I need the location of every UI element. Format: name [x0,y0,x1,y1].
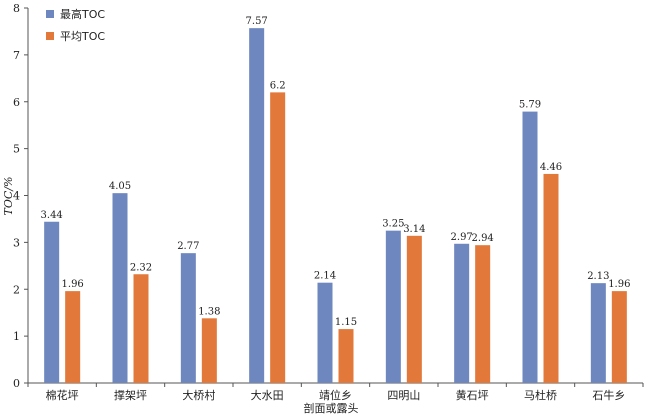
y-tick-label: 4 [13,190,20,203]
bar-max-toc [112,193,128,383]
legend-label: 平均TOC [60,30,105,43]
data-label: 1.38 [198,306,220,317]
bars [44,28,627,383]
data-label: 7.57 [246,16,268,27]
x-tick-label: 黄石坪 [456,388,489,402]
bar-avg-toc [270,92,286,383]
bar-avg-toc [543,173,559,383]
x-axis: 棉花坪 撑架坪 大桥村 大水田 靖位乡 四明山 黄石坪 马杜桥 石牛乡 [27,382,644,402]
data-label: 2.94 [472,233,494,244]
data-label: 2.97 [451,232,473,243]
x-tick-label: 石牛乡 [592,388,625,402]
x-tick-label: 四明山 [387,389,420,402]
x-tick-label: 大水田 [251,388,284,402]
legend: 最高TOC 平均TOC [46,7,105,43]
bar-max-toc [249,28,265,383]
data-label: 6.2 [270,80,286,91]
data-label: 2.14 [314,271,336,282]
data-label: 3.25 [382,219,404,230]
y-tick-label: 8 [13,2,20,15]
x-tick-label: 马杜桥 [524,388,557,402]
data-label: 2.32 [130,262,152,273]
bar-max-toc [317,282,333,383]
x-tick-label: 靖位乡 [319,388,352,402]
data-label: 4.46 [540,162,562,173]
legend-swatch [46,10,54,18]
data-label: 3.14 [403,224,425,235]
bar-avg-toc [133,274,149,383]
data-label: 1.96 [62,279,84,290]
y-tick-label: 0 [13,377,20,390]
y-tick-label: 6 [13,96,20,109]
bar-max-toc [44,221,60,383]
data-label: 4.05 [109,181,131,192]
x-tick-label: 撑架坪 [114,388,147,402]
y-axis-title: TOC/% [2,177,15,216]
x-axis-title: 剖面或露头 [304,401,359,415]
y-tick-label: 3 [13,236,20,249]
bar-avg-toc [338,329,354,383]
y-tick-label: 5 [13,143,20,156]
x-tick-label: 大桥村 [182,388,215,402]
data-label: 3.44 [41,210,63,221]
data-labels: 3.444.052.777.572.143.252.975.792.131.96… [41,16,631,328]
x-tick-label: 棉花坪 [46,388,79,402]
y-tick-label: 2 [13,283,20,296]
data-label: 1.96 [608,279,630,290]
bar-max-toc [590,283,606,383]
data-label: 2.77 [177,241,199,252]
bar-max-toc [385,230,401,383]
bar-max-toc [522,111,538,383]
bar-max-toc [454,243,470,383]
bar-avg-toc [475,245,491,383]
legend-swatch [46,32,54,40]
bar-max-toc [180,253,196,383]
bar-avg-toc [406,235,422,383]
y-tick-label: 1 [13,330,20,343]
y-axis: 0 1 2 3 4 5 6 7 8 [13,2,29,390]
legend-label: 最高TOC [60,7,105,21]
bar-avg-toc [65,291,81,383]
data-label: 5.79 [519,100,541,111]
data-label: 2.13 [587,271,609,282]
data-label: 1.15 [335,317,357,328]
bar-avg-toc [611,291,627,383]
bar-avg-toc [201,318,217,383]
y-tick-label: 7 [13,49,20,62]
